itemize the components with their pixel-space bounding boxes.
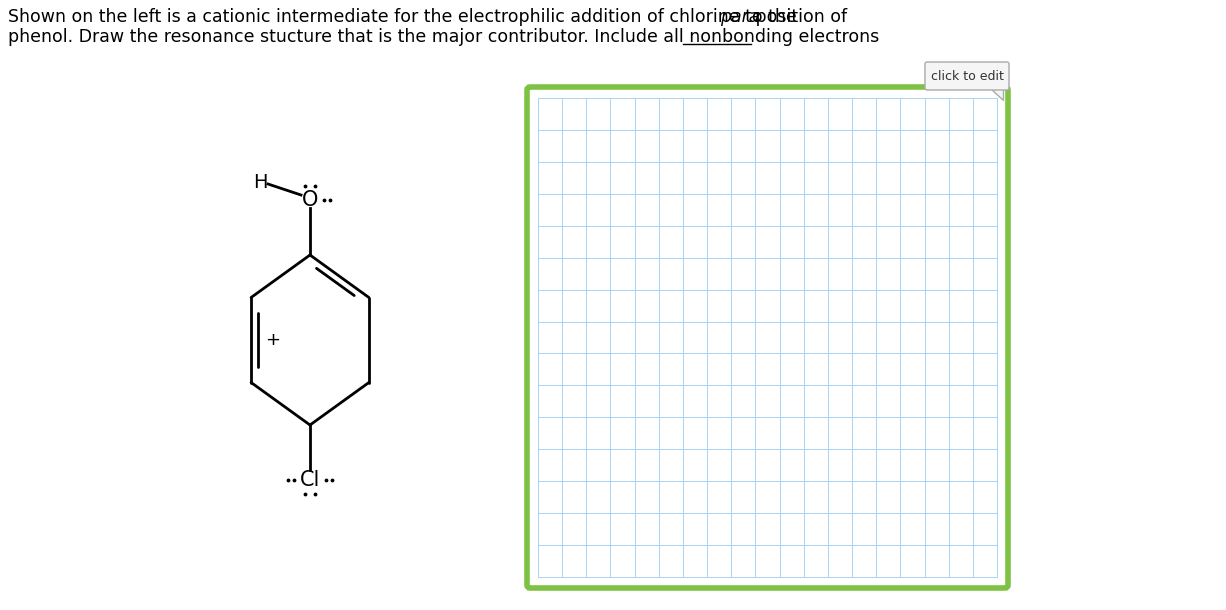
Text: Cl: Cl (300, 470, 320, 490)
Text: +: + (265, 331, 280, 349)
Text: Shown on the left is a cationic intermediate for the electrophilic addition of c: Shown on the left is a cationic intermed… (9, 8, 802, 26)
FancyBboxPatch shape (527, 87, 1008, 588)
Text: para: para (721, 8, 760, 26)
Text: O: O (302, 190, 319, 210)
Polygon shape (991, 88, 1003, 100)
Text: phenol. Draw the resonance stucture that is the major contributor. Include all n: phenol. Draw the resonance stucture that… (9, 28, 879, 46)
Text: position of: position of (750, 8, 847, 26)
FancyBboxPatch shape (924, 62, 1009, 90)
Text: click to edit: click to edit (931, 70, 1003, 82)
Text: H: H (253, 173, 267, 192)
